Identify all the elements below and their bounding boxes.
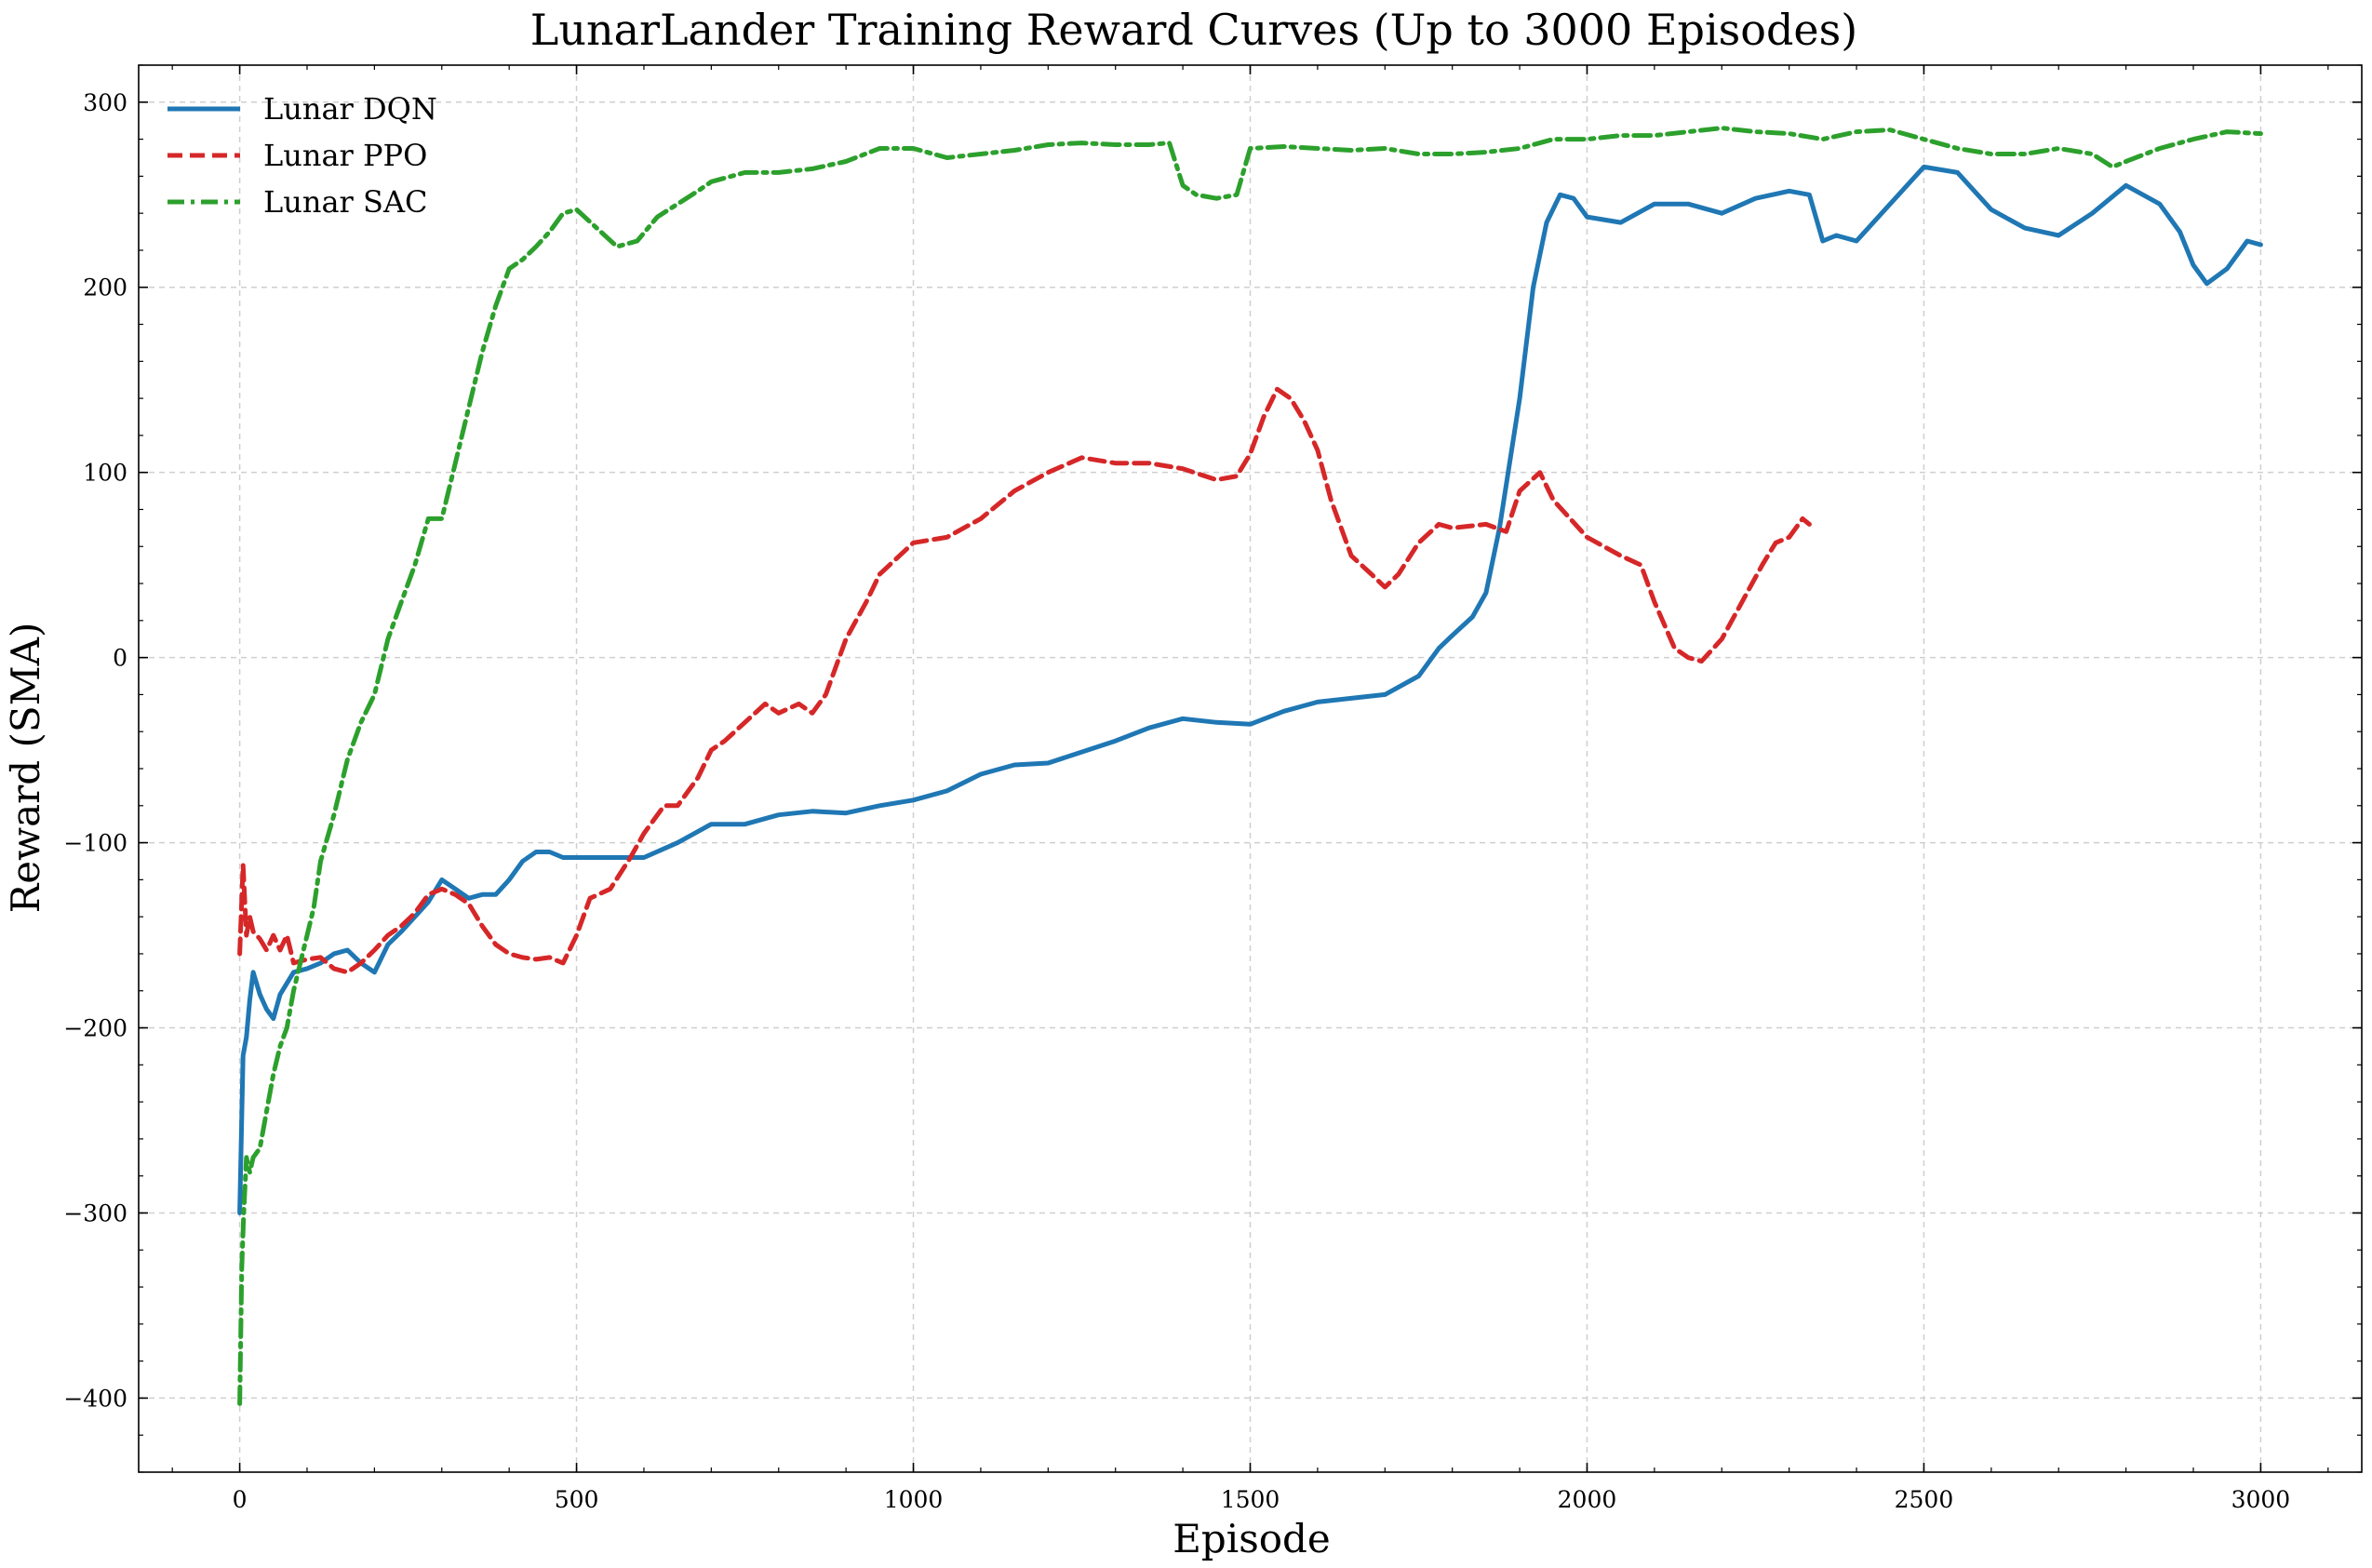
x-axis-label: Episode [1173,1516,1331,1561]
legend: Lunar DQN Lunar PPO Lunar SAC [168,91,437,220]
legend-label: Lunar SAC [263,184,428,220]
plot-frame [138,64,2363,1473]
x-tick-label: 2000 [1558,1486,1617,1513]
x-tick-label: 3000 [2231,1486,2291,1513]
legend-label: Lunar PPO [263,138,427,173]
y-tick-label: −200 [63,1015,127,1042]
axis-ticks: 0 500 1000 1500 2000 2500 3000−400−300−200−100… [63,64,2362,1513]
x-tick-label: 0 [233,1486,248,1513]
y-tick-label: −300 [63,1199,127,1226]
x-tick-label: 1500 [1221,1486,1280,1513]
grid [139,65,2362,1472]
legend-label: Lunar DQN [263,91,437,127]
series-line-lunar-ppo [237,386,1812,975]
y-tick-label: 200 [83,275,127,302]
y-tick-label: −400 [63,1385,127,1412]
y-tick-label: 300 [83,89,127,116]
x-tick-label: 500 [555,1486,599,1513]
chart-title: LunarLander Training Reward Curves (Up t… [530,5,1857,55]
y-tick-label: 0 [113,645,127,672]
legend-entry: Lunar SAC [168,184,428,220]
x-tick-label: 2500 [1895,1486,1954,1513]
y-axis-label: Reward (SMA) [3,623,48,914]
legend-entry: Lunar DQN [168,91,437,127]
x-tick-label: 1000 [884,1486,944,1513]
series-line-lunar-sac [237,126,2263,1406]
y-tick-label: 100 [83,460,127,487]
series-line-lunar-dqn [237,164,2263,1215]
legend-entry: Lunar PPO [168,138,427,173]
series-lines [237,126,2263,1406]
y-tick-label: −100 [63,830,127,857]
